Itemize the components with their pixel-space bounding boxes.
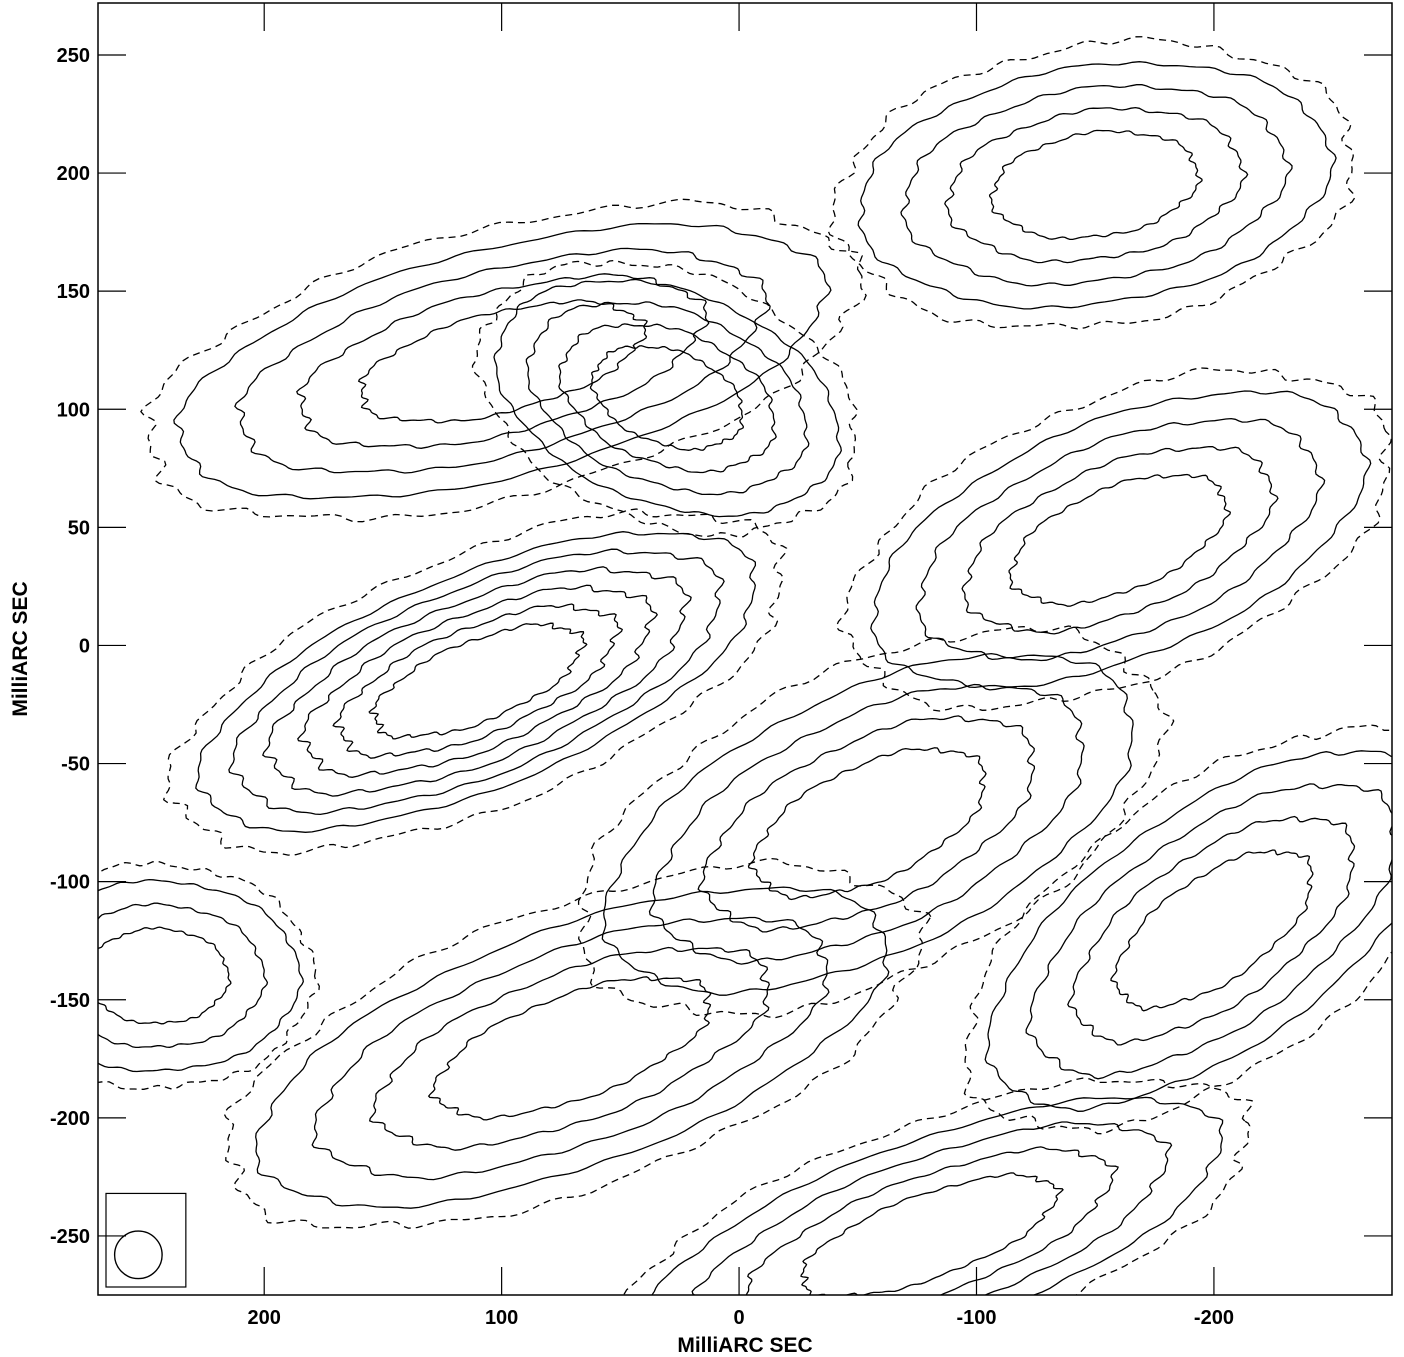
contour-line [296,273,710,449]
x-tick-label: -100 [956,1307,996,1329]
contour-line [870,390,1372,689]
y-tick-labels: 250 200 150 100 50 0 -50 -100 -150 -200 -250 [50,45,90,1248]
contour-line [368,946,770,1151]
y-tick-label: 200 [57,163,90,185]
negative-contour-line [623,1077,1254,1295]
x-tick-label: 0 [734,1307,745,1329]
y-tick-label: -150 [50,990,90,1012]
negative-contour-line [577,625,1175,1019]
y-tick-label: -250 [50,1226,90,1248]
contour-line [357,299,648,424]
negative-contour-line [827,36,1356,330]
contour-line [98,902,269,1049]
contour-line [1008,473,1232,607]
beam-frame [105,1192,187,1288]
negative-contour-line [835,367,1392,712]
contour-line [1067,815,1356,1046]
contour-line [1110,849,1314,1012]
negative-contour-line [140,198,867,523]
contour-line [900,84,1293,287]
y-tick-label: 250 [57,45,90,67]
contour-line [691,1121,1173,1295]
y-tick-label: 100 [57,399,90,421]
x-axis-title: MilliARC SEC [677,1334,812,1357]
contour-line [234,247,771,474]
y-axis-title: MilliARC SEC [9,581,32,716]
beam-box [105,1192,187,1288]
contour-line [311,916,830,1181]
contour-line [525,301,810,496]
contour-line [961,445,1279,635]
negative-contour-line [963,724,1392,1135]
y-tick-label: 150 [57,281,90,303]
contour-lines [98,36,1392,1295]
contour-line [1025,783,1392,1080]
negative-contour-line [162,508,788,856]
contour-line [427,976,712,1121]
negative-contour-line [98,860,320,1090]
contour-line [589,345,744,451]
contour-line [173,222,832,500]
x-tick-label: 200 [248,1307,281,1329]
contour-line [228,548,725,816]
contour-line [697,715,1036,933]
y-tick-label: 50 [68,517,90,539]
contour-line [297,584,658,778]
contour-line [800,1172,1064,1295]
contour-line [368,622,588,740]
contour-line [857,61,1337,310]
contour-line [558,323,777,474]
contour-line [98,878,304,1073]
axis-ticks [98,3,1392,1295]
contour-line [915,417,1326,662]
x-tick-labels: 200 100 0 -100 -200 [248,1307,1234,1329]
y-tick-label: -50 [61,754,90,776]
beam-ellipse [113,1230,163,1280]
y-tick-label: 0 [79,635,90,657]
contour-line [332,603,623,759]
negative-contour-line [471,259,859,538]
contour-line [98,926,232,1025]
contour-line [195,531,757,833]
contour-line [745,1146,1119,1295]
contour-line [944,106,1249,264]
contour-line [493,278,842,518]
contour-line [255,886,890,1209]
contour-line [984,750,1392,1112]
x-tick-label: -200 [1194,1307,1234,1329]
contour-line [648,683,1085,965]
x-tick-label: 100 [485,1307,518,1329]
contour-line [988,129,1203,241]
contour-line [601,652,1134,996]
y-tick-label: -200 [50,1108,90,1130]
contour-line [650,1096,1224,1295]
plot-frame [97,2,1393,1296]
contour-line [747,747,987,901]
contour-line [262,566,692,797]
y-tick-label: -100 [50,872,90,894]
